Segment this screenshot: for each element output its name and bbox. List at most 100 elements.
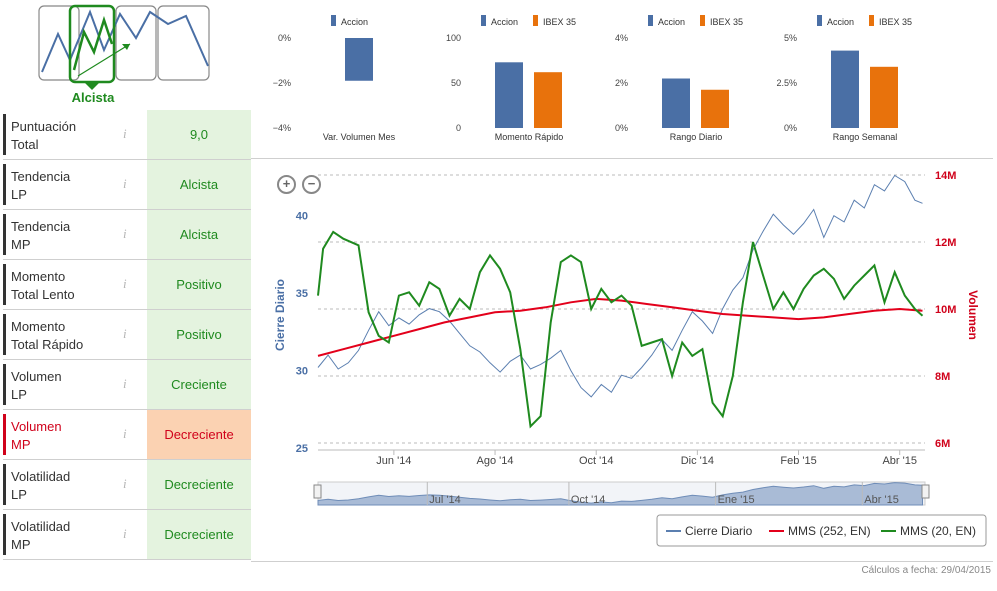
mini-xlabel: Momento Rápido xyxy=(495,132,564,142)
mini-legend-swatch xyxy=(869,15,874,26)
metric-value: Alcista xyxy=(147,210,251,259)
mini-bar xyxy=(345,38,373,81)
chart-legend[interactable]: Cierre Diario MMS (252, EN) MMS (20, EN) xyxy=(656,514,987,547)
metric-name: Tendencia LP xyxy=(11,169,71,202)
metric-row: Momento Total Lento i Positivo xyxy=(3,260,251,310)
mini-legend-label: IBEX 35 xyxy=(710,17,743,27)
mini-xlabel: Rango Diario xyxy=(670,132,723,142)
mini-tick-label: 2.5% xyxy=(776,78,797,88)
mini-tick-label: 0% xyxy=(278,33,291,43)
series-line-2 xyxy=(317,297,923,357)
mini-tick-label: 0% xyxy=(784,123,797,133)
divider-top xyxy=(251,158,993,159)
metric-marker xyxy=(3,364,6,405)
metrics-table: Puntuación Total i 9,0 Tendencia LP i Alcista… xyxy=(3,110,251,560)
y-tick-label: 30 xyxy=(296,366,308,378)
info-icon[interactable]: i xyxy=(123,226,127,241)
metric-value: Positivo xyxy=(147,310,251,359)
mini-legend-swatch xyxy=(817,15,822,26)
mini-xlabel: Var. Volumen Mes xyxy=(323,132,396,142)
main-price-chart: 6M 8M 10M 12M 14M 25 30 35 40 Jun '14 Ago '14 Oct '… xyxy=(273,170,987,547)
logo-selector-pointer xyxy=(84,82,100,90)
mini-chart-1: 0% −2% −4% Accion Var. Volumen Mes xyxy=(273,15,396,142)
mini-xlabel: Rango Semanal xyxy=(833,132,898,142)
metric-row: Volatilidad LP i Decreciente xyxy=(3,460,251,510)
metric-name: Volumen MP xyxy=(11,419,62,452)
mini-chart-3: 4% 2% 0% Accion IBEX 35 Rango Diario xyxy=(615,15,743,142)
metric-row: Puntuación Total i 9,0 xyxy=(3,110,251,160)
y-tick-label: 35 xyxy=(296,288,308,300)
mini-legend-swatch xyxy=(533,15,538,26)
mini-legend-label: Accion xyxy=(658,17,685,27)
metric-value: Decreciente xyxy=(147,510,251,559)
metric-marker xyxy=(3,314,6,355)
mini-bar xyxy=(534,72,562,128)
metric-marker xyxy=(3,114,6,155)
metric-value: 9,0 xyxy=(147,110,251,159)
legend-label: MMS (20, EN) xyxy=(900,524,976,538)
mini-tick-label: 5% xyxy=(784,33,797,43)
x-tick-label: Jun '14 xyxy=(376,455,411,467)
navigator-tick-label: Ene '15 xyxy=(718,494,755,506)
divider-bottom xyxy=(251,561,993,562)
mini-tick-label: 4% xyxy=(615,33,628,43)
legend-label: Cierre Diario xyxy=(685,524,753,538)
y2-tick-label: 10M xyxy=(935,304,956,316)
mini-tick-label: −2% xyxy=(273,78,291,88)
y2-tick-label: 14M xyxy=(935,170,956,182)
metric-row: Volumen LP i Creciente xyxy=(3,360,251,410)
y-axis-title: Cierre Diario xyxy=(273,279,287,351)
series-line-1 xyxy=(317,174,923,398)
info-icon[interactable]: i xyxy=(123,326,127,341)
info-icon[interactable]: i xyxy=(123,526,127,541)
y2-tick-label: 12M xyxy=(935,237,956,249)
navigator-handle-left[interactable] xyxy=(313,484,322,499)
metric-row: Volumen MP i Decreciente xyxy=(3,410,251,460)
metric-name: Tendencia MP xyxy=(11,219,71,252)
mini-bar xyxy=(831,50,859,128)
mini-bar xyxy=(870,66,898,128)
mini-chart-2: 100 50 0 Accion IBEX 35 Momento Rápido xyxy=(446,15,576,142)
mini-legend-label: IBEX 35 xyxy=(879,17,912,27)
metric-marker xyxy=(3,264,6,305)
x-tick-label: Dic '14 xyxy=(681,455,714,467)
mini-tick-label: 0 xyxy=(456,123,461,133)
logo-green-line xyxy=(72,15,114,71)
zoom-out-icon[interactable]: − xyxy=(302,175,321,194)
logo-arrow xyxy=(77,43,131,77)
y-tick-label: 40 xyxy=(296,211,308,223)
mini-tick-label: 2% xyxy=(615,78,628,88)
mini-chart-4: 5% 2.5% 0% Accion IBEX 35 Rango Semanal xyxy=(776,15,912,142)
x-tick-label: Oct '14 xyxy=(579,455,614,467)
mini-tick-label: 0% xyxy=(615,123,628,133)
navigator-handle-right[interactable] xyxy=(921,484,930,499)
series-line-3 xyxy=(317,230,924,429)
info-icon[interactable]: i xyxy=(123,376,127,391)
mini-legend-label: IBEX 35 xyxy=(543,17,576,27)
mini-charts: 0% −2% −4% Accion Var. Volumen Mes 100 50 0 Acci… xyxy=(273,15,912,142)
navigator-tick-label: Abr '15 xyxy=(864,494,899,506)
info-icon[interactable]: i xyxy=(123,276,127,291)
mini-legend-swatch xyxy=(481,15,486,26)
navigator-tick-label: Jul '14 xyxy=(429,494,460,506)
metric-name: Puntuación Total xyxy=(11,119,77,152)
logo-frame-4 xyxy=(157,5,210,81)
mini-tick-label: −4% xyxy=(273,123,291,133)
info-icon[interactable]: i xyxy=(123,176,127,191)
mini-legend-swatch xyxy=(648,15,653,26)
metric-row: Volatilidad MP i Decreciente xyxy=(3,510,251,560)
mini-legend-label: Accion xyxy=(491,17,518,27)
mini-tick-label: 100 xyxy=(446,33,461,43)
metric-row: Tendencia MP i Alcista xyxy=(3,210,251,260)
info-icon[interactable]: i xyxy=(123,126,127,141)
mini-legend-label: Accion xyxy=(341,17,368,27)
metric-value: Decreciente xyxy=(147,460,251,509)
info-icon[interactable]: i xyxy=(123,476,127,491)
calc-date-footer: Cálculos a fecha: 29/04/2015 xyxy=(861,565,991,576)
info-icon[interactable]: i xyxy=(123,426,127,441)
metric-value: Positivo xyxy=(147,260,251,309)
zoom-in-icon[interactable]: + xyxy=(277,175,296,194)
metric-name: Momento Total Rápido xyxy=(11,319,84,352)
metric-marker xyxy=(3,464,6,505)
metric-marker xyxy=(3,514,6,555)
